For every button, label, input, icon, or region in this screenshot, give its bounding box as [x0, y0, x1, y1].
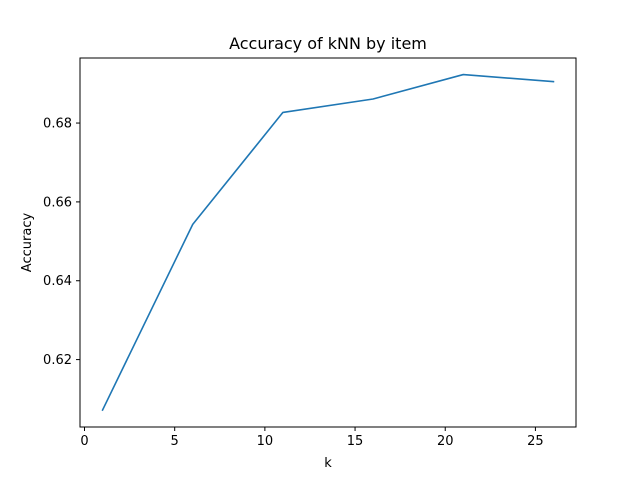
x-axis-ticks: 0 5 10 15 20 25	[80, 427, 544, 449]
x-axis-label: k	[324, 456, 332, 471]
x-tick-label: 5	[171, 434, 179, 449]
y-tick-label: 0.62	[43, 353, 72, 368]
y-tick-label: 0.64	[43, 274, 72, 289]
x-tick-label: 15	[347, 434, 364, 449]
chart-title: Accuracy of kNN by item	[229, 34, 427, 53]
y-axis-label: Accuracy	[20, 213, 35, 273]
y-tick-label: 0.66	[43, 195, 72, 210]
series-line	[101, 73, 555, 412]
plot-area	[101, 73, 555, 412]
y-tick-label: 0.68	[43, 117, 72, 132]
x-tick-label: 0	[80, 434, 88, 449]
x-tick-label: 10	[257, 434, 274, 449]
x-tick-label: 20	[437, 434, 454, 449]
x-tick-label: 25	[527, 434, 544, 449]
plot-frame	[79, 57, 577, 428]
y-axis-ticks: 0.62 0.64 0.66 0.68	[43, 117, 80, 368]
